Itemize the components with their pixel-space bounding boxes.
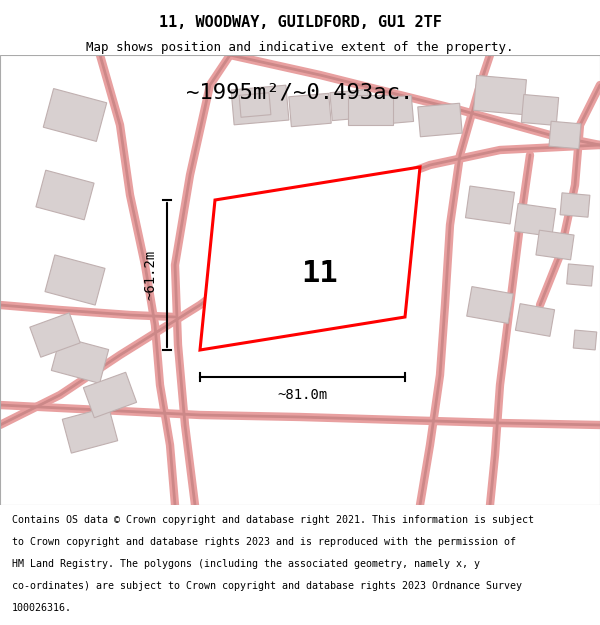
Text: ~1995m²/~0.493ac.: ~1995m²/~0.493ac.: [187, 83, 413, 103]
Text: 11: 11: [302, 259, 338, 288]
Bar: [376, 96, 413, 124]
Text: ~81.0m: ~81.0m: [277, 388, 328, 402]
Text: co-ordinates) are subject to Crown copyright and database rights 2023 Ordnance S: co-ordinates) are subject to Crown copyr…: [12, 581, 522, 591]
Polygon shape: [200, 167, 420, 350]
Bar: [473, 76, 526, 114]
Bar: [62, 407, 118, 453]
Bar: [566, 264, 593, 286]
Bar: [536, 230, 574, 260]
Bar: [515, 304, 554, 336]
Bar: [30, 312, 80, 358]
Bar: [231, 85, 289, 125]
Text: HM Land Registry. The polygons (including the associated geometry, namely x, y: HM Land Registry. The polygons (includin…: [12, 559, 480, 569]
Bar: [466, 186, 515, 224]
Bar: [347, 95, 392, 125]
Bar: [573, 330, 597, 350]
Bar: [521, 94, 559, 126]
Bar: [289, 93, 331, 127]
Bar: [45, 255, 105, 305]
Bar: [549, 121, 581, 149]
Text: 100026316.: 100026316.: [12, 603, 72, 613]
Text: ~61.2m: ~61.2m: [143, 250, 157, 300]
Bar: [83, 372, 137, 418]
Text: Contains OS data © Crown copyright and database right 2021. This information is : Contains OS data © Crown copyright and d…: [12, 514, 534, 524]
Bar: [418, 103, 462, 137]
Bar: [467, 287, 513, 323]
Bar: [36, 170, 94, 220]
Text: to Crown copyright and database rights 2023 and is reproduced with the permissio: to Crown copyright and database rights 2…: [12, 537, 516, 547]
Text: Map shows position and indicative extent of the property.: Map shows position and indicative extent…: [86, 41, 514, 54]
Bar: [514, 204, 556, 236]
Text: 11, WOODWAY, GUILDFORD, GU1 2TF: 11, WOODWAY, GUILDFORD, GU1 2TF: [158, 16, 442, 31]
Bar: [43, 89, 107, 141]
Bar: [560, 193, 590, 217]
Bar: [52, 337, 109, 383]
Bar: [239, 92, 271, 118]
Bar: [330, 89, 370, 121]
